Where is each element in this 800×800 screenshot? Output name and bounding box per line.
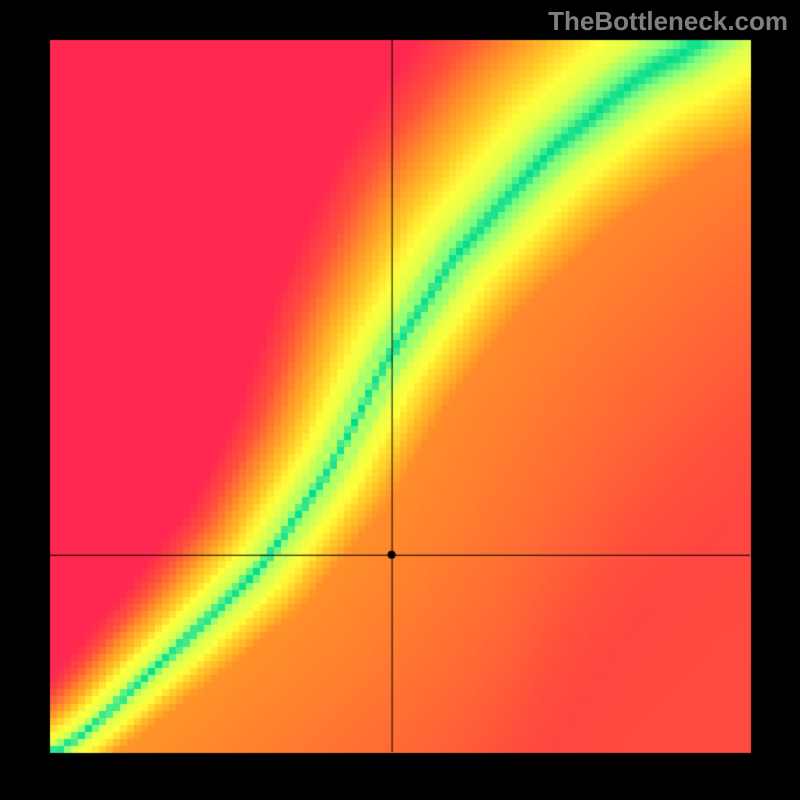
chart-container: TheBottleneck.com — [0, 0, 800, 800]
heatmap-canvas — [0, 0, 800, 800]
watermark-text: TheBottleneck.com — [548, 6, 788, 37]
